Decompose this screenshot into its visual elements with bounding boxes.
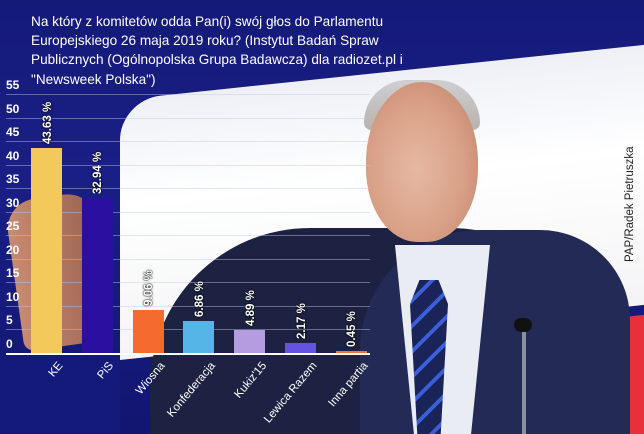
y-axis-tick-label: 30 [6, 195, 20, 210]
bar-value-label: 2.17 % [295, 302, 308, 339]
bar-ke [31, 147, 62, 353]
gridline [6, 211, 370, 213]
gridline [6, 164, 370, 166]
y-axis-tick-label: 40 [6, 148, 20, 163]
gridline [6, 141, 370, 143]
bar-kukiz-15 [234, 329, 266, 353]
bar-inna-partia [335, 350, 367, 353]
person-tie [410, 280, 448, 434]
x-axis-line [6, 353, 370, 355]
bar-pis [81, 197, 113, 353]
gridline [6, 282, 370, 284]
x-axis-category-label: Konfederacja [165, 360, 219, 420]
gridline [6, 305, 370, 307]
bar-lewica-razem [285, 342, 316, 353]
x-axis-category-label: Lewica Razem [262, 360, 320, 426]
y-axis-tick-label: 5 [6, 313, 13, 328]
gridline [6, 258, 370, 260]
y-axis-tick-label: 0 [6, 337, 13, 351]
bar-value-label: 9.06 % [143, 270, 156, 307]
y-axis-tick-label: 10 [6, 289, 20, 304]
gridline [6, 235, 370, 237]
gridline [6, 94, 370, 95]
y-axis-tick-label: 15 [6, 266, 20, 281]
bar-value-label: 4.89 % [244, 290, 257, 326]
person-face [366, 82, 478, 242]
bar-value-label: 0.45 % [346, 311, 359, 347]
x-axis-category-label: KE [46, 360, 66, 380]
y-axis-tick-label: 25 [6, 219, 20, 234]
x-axis-category-label: Kukiz'15 [231, 360, 269, 401]
x-axis-category-label: PiS [95, 360, 117, 382]
stage-background-dark [0, 360, 120, 434]
bar-value-label: 32.94 % [92, 151, 105, 194]
gridline [6, 117, 370, 119]
bar-value-label: 6.86 % [193, 280, 206, 317]
y-axis-tick-label: 35 [6, 172, 20, 187]
microphone-icon [514, 318, 532, 332]
x-axis-category-label: Inna partia [326, 360, 371, 410]
photo-credit: PAP/Radek Pietruszka [624, 146, 636, 262]
bar-value-label: 43.63 % [41, 101, 54, 144]
y-axis-tick-label: 20 [6, 242, 20, 257]
y-axis-tick-label: 45 [6, 125, 20, 140]
bar-konfederacja [183, 320, 215, 353]
microphone-stand [522, 322, 526, 434]
gridline [6, 188, 370, 190]
bar-wiosna [132, 310, 164, 353]
x-axis-category-label: Wiosna [133, 360, 168, 398]
y-axis-tick-label: 55 [6, 78, 20, 92]
y-axis-tick-label: 50 [6, 101, 20, 116]
chart-title: Na który z komitetów odda Pan(i) swój gł… [31, 14, 403, 87]
